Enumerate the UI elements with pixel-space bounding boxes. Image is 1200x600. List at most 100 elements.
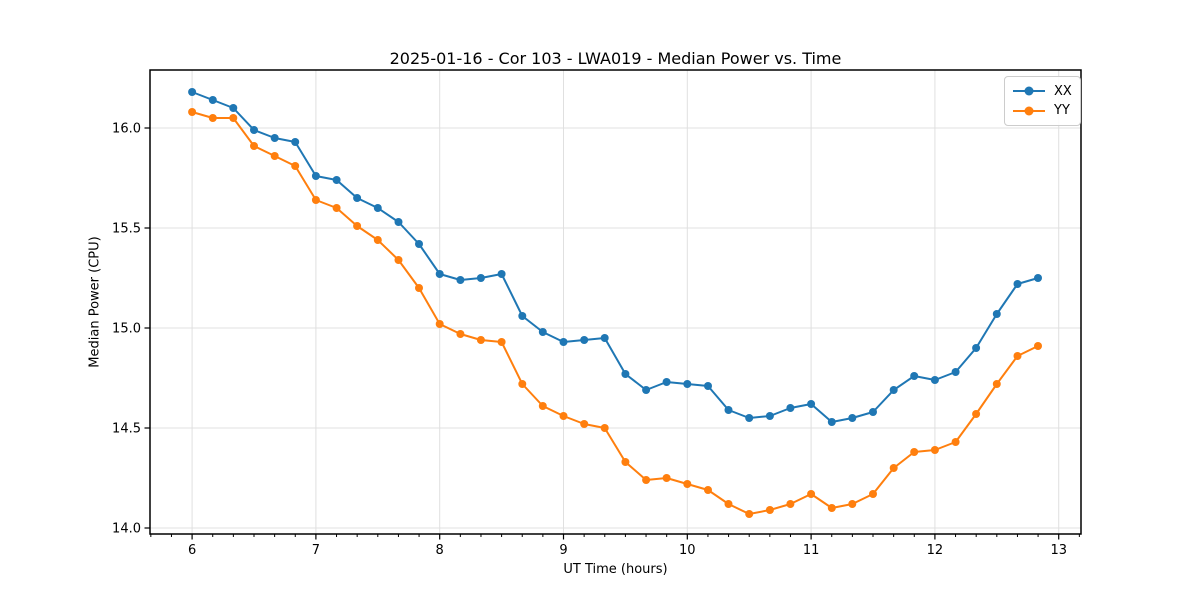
data-point-yy xyxy=(1013,352,1022,360)
y-tick-label: 14.5 xyxy=(112,422,141,437)
plot-border xyxy=(149,69,1082,535)
data-point-xx xyxy=(827,418,836,426)
data-point-xx xyxy=(786,404,795,412)
data-point-yy xyxy=(394,256,403,264)
data-point-xx xyxy=(930,376,939,384)
data-point-yy xyxy=(889,464,898,472)
data-point-xx xyxy=(580,336,589,344)
data-point-yy xyxy=(435,320,444,328)
data-point-yy xyxy=(415,284,423,292)
data-point-xx xyxy=(291,138,300,146)
data-point-yy xyxy=(951,438,960,446)
data-point-xx xyxy=(889,386,898,394)
x-tick-label: 10 xyxy=(679,543,696,558)
data-point-yy xyxy=(456,330,465,338)
data-point-xx xyxy=(415,240,423,248)
y-tick-label: 15.5 xyxy=(112,222,141,237)
data-point-yy xyxy=(930,446,939,454)
data-point-xx xyxy=(332,176,341,184)
data-point-yy xyxy=(600,424,609,432)
data-point-yy xyxy=(662,474,671,482)
data-point-xx xyxy=(456,276,465,284)
data-point-xx xyxy=(910,372,919,380)
data-point-xx xyxy=(476,274,485,282)
data-point-xx xyxy=(538,328,547,336)
data-point-yy xyxy=(1034,342,1042,350)
x-tick-label: 6 xyxy=(188,543,196,558)
x-tick-label: 8 xyxy=(436,543,444,558)
data-point-xx xyxy=(1034,274,1042,282)
x-tick-label: 12 xyxy=(927,543,944,558)
legend-item-xx: XX xyxy=(1013,84,1072,99)
y-tick-label: 14.0 xyxy=(112,522,141,537)
data-point-yy xyxy=(642,476,651,484)
data-point-yy xyxy=(270,152,279,160)
x-tick-label: 9 xyxy=(559,543,567,558)
data-point-xx xyxy=(518,312,527,320)
data-point-yy xyxy=(910,448,919,456)
data-point-yy xyxy=(311,196,320,204)
data-point-yy xyxy=(373,236,382,244)
data-point-xx xyxy=(394,218,403,226)
legend: XX YY xyxy=(1004,76,1081,126)
data-point-yy xyxy=(621,458,630,466)
x-tick-label: 13 xyxy=(1050,543,1067,558)
data-point-xx xyxy=(662,378,671,386)
data-point-yy xyxy=(704,486,712,494)
data-point-xx xyxy=(229,104,238,112)
y-tick-label: 16.0 xyxy=(112,122,141,137)
data-point-xx xyxy=(745,414,754,422)
data-point-xx xyxy=(270,134,279,142)
data-point-xx xyxy=(208,96,217,104)
data-point-yy xyxy=(559,412,568,420)
data-point-yy xyxy=(250,142,258,150)
data-point-yy xyxy=(972,410,981,418)
series-line-xx xyxy=(191,91,1039,423)
data-point-yy xyxy=(724,500,733,508)
data-point-yy xyxy=(291,162,300,170)
data-point-xx xyxy=(704,382,712,390)
data-point-xx xyxy=(250,126,258,134)
data-point-yy xyxy=(518,380,527,388)
data-point-yy xyxy=(353,222,362,230)
data-point-yy xyxy=(580,420,589,428)
data-point-yy xyxy=(332,204,341,212)
data-point-xx xyxy=(869,408,877,416)
legend-item-yy: YY xyxy=(1013,103,1072,118)
x-tick-label: 7 xyxy=(312,543,320,558)
data-point-xx xyxy=(724,406,733,414)
data-point-xx xyxy=(992,310,1001,318)
data-point-yy xyxy=(208,114,217,122)
xx-series-swatch-icon xyxy=(1013,86,1045,97)
data-point-yy xyxy=(745,510,754,518)
data-point-xx xyxy=(188,88,197,96)
data-point-xx xyxy=(848,414,857,422)
data-point-xx xyxy=(765,412,774,420)
data-point-xx xyxy=(497,270,506,278)
data-point-xx xyxy=(435,270,444,278)
data-point-xx xyxy=(311,172,320,180)
data-point-yy xyxy=(827,504,836,512)
x-tick-label: 11 xyxy=(803,543,820,558)
y-axis-label: Median Power (CPU) xyxy=(87,236,103,368)
yy-series-swatch-icon xyxy=(1013,105,1045,116)
data-point-yy xyxy=(476,336,485,344)
data-point-yy xyxy=(869,490,877,498)
data-point-yy xyxy=(229,114,238,122)
data-point-xx xyxy=(559,338,568,346)
y-tick-label: 15.0 xyxy=(112,322,141,337)
chart-title: 2025-01-16 - Cor 103 - LWA019 - Median P… xyxy=(389,49,842,68)
data-point-yy xyxy=(683,480,692,488)
data-point-yy xyxy=(992,380,1001,388)
data-point-xx xyxy=(972,344,981,352)
data-point-xx xyxy=(621,370,630,378)
legend-label-yy: YY xyxy=(1054,103,1070,119)
data-point-yy xyxy=(786,500,795,508)
data-point-yy xyxy=(765,506,774,514)
data-point-yy xyxy=(497,338,506,346)
legend-label-xx: XX xyxy=(1054,83,1072,99)
data-point-xx xyxy=(951,368,960,376)
data-point-xx xyxy=(807,400,816,408)
